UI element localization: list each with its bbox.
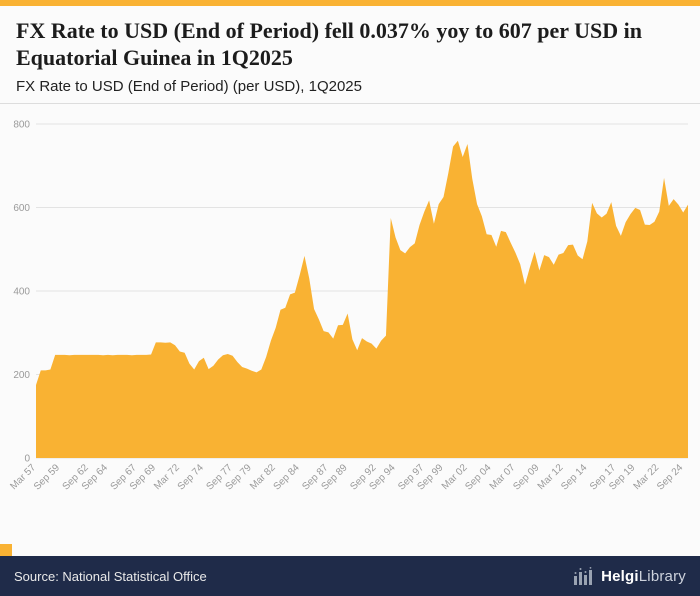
svg-text:Sep 74: Sep 74 <box>176 462 206 492</box>
svg-text:400: 400 <box>13 286 30 297</box>
svg-text:Sep 14: Sep 14 <box>559 462 589 492</box>
chart-subtitle: FX Rate to USD (End of Period) (per USD)… <box>16 77 362 95</box>
logo-text-helgi: Helgi <box>601 567 639 585</box>
footer-bar: Source: National Statistical Office Helg… <box>0 556 700 596</box>
svg-text:0: 0 <box>24 453 30 464</box>
svg-text:800: 800 <box>13 119 30 130</box>
header: FX Rate to USD (End of Period) fell 0.03… <box>0 6 700 95</box>
svg-text:Sep 24: Sep 24 <box>655 462 685 492</box>
svg-text:200: 200 <box>13 370 30 381</box>
source-text: Source: National Statistical Office <box>14 568 207 584</box>
chart-area: 0 200 400 600 800 Mar 57 Sep 59 Sep 62 Sep 64 Sep… <box>0 108 700 522</box>
accent-top-bar <box>0 0 700 6</box>
accent-corner-square <box>0 544 12 556</box>
logo-text-library: Library <box>638 567 686 585</box>
helgi-library-logo[interactable]: HelgiLibrary <box>573 567 686 585</box>
helgi-logo-icon <box>574 567 593 585</box>
svg-text:Sep 04: Sep 04 <box>463 462 493 492</box>
page-title: FX Rate to USD (End of Period) fell 0.03… <box>16 18 642 70</box>
logo-text: HelgiLibrary <box>601 568 686 585</box>
svg-text:Sep 59: Sep 59 <box>32 462 62 492</box>
svg-text:600: 600 <box>13 203 30 214</box>
svg-text:Sep 09: Sep 09 <box>511 462 541 492</box>
header-divider <box>0 102 700 104</box>
svg-text:Sep 84: Sep 84 <box>272 462 302 492</box>
